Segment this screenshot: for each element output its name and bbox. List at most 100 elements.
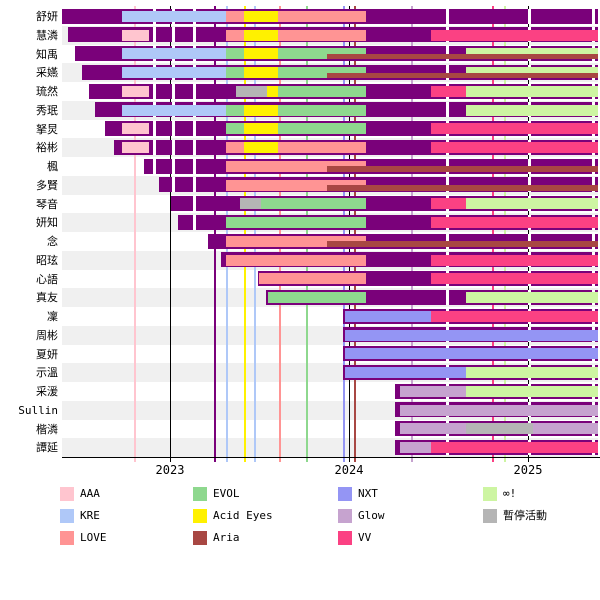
era-break [528,233,531,249]
era-break [153,139,156,155]
unit-segment-inf [466,292,598,303]
legend-swatch-glow [338,509,352,523]
legend-label-acid: Acid Eyes [213,509,273,522]
era-break [193,158,196,174]
legend-swatch-aria [193,531,207,545]
unit-segment-aria [327,185,598,191]
legend-swatch-kre [60,509,74,523]
member-label: 凜 [47,310,58,323]
legend-label-vv: VV [358,531,372,544]
unit-segment-evol [278,104,366,116]
unit-segment-evol [278,48,366,60]
unit-segment-aaa [122,29,149,41]
unit-segment-glow [533,423,598,435]
unit-segment-aria [327,53,598,60]
unit-segment-glow [400,385,466,397]
member-label: 琴音 [36,197,58,211]
unit-segment-evol [278,85,366,97]
member-label: 采湲 [36,385,58,398]
era-break [528,177,531,193]
member-label: 心語 [36,272,58,286]
era-break [446,177,449,193]
unit-segment-inf [466,367,598,378]
unit-segment-aaa [122,85,149,97]
member-label: 示溫 [36,366,58,380]
member-label: 裕彬 [36,141,58,155]
x-axis-line [62,457,600,458]
unit-segment-inf [466,198,598,210]
era-break [592,177,595,193]
era-break [193,83,196,99]
era-break [446,8,449,24]
unit-segment-evol [261,198,366,210]
member-label: 楷潾 [36,422,58,436]
unit-segment-vv [431,123,598,135]
member-label: 慧潾 [36,28,58,42]
legend-label-love: LOVE [80,531,107,544]
era-break [193,196,196,211]
unit-segment-vv [431,254,598,266]
unit-segment-evol [268,292,366,303]
unit-segment-kre [122,67,226,78]
unit-segment-nxt [345,367,466,378]
era-break [193,139,196,155]
unit-segment-love [259,273,366,285]
unit-segment-glow [400,442,431,453]
member-label: 多賢 [36,178,58,192]
legend-swatch-love [60,531,74,545]
member-label: 真友 [36,291,58,305]
legend-label-kre: KRE [80,509,100,522]
unit-segment-love [278,29,366,41]
unit-segment-love [226,235,366,247]
era-break [153,158,156,174]
unit-segment-aria [327,72,598,78]
unit-segment-nxt [345,310,431,322]
era-break [153,121,156,136]
era-break [193,177,196,193]
legend-label-hiatus: 暫停活動 [503,509,547,522]
legend-label-aaa: AAA [80,487,100,500]
era-break [172,158,175,174]
unit-segment-inf [466,104,598,116]
unit-segment-love [226,179,366,191]
unit-segment-kre [122,104,226,116]
member-label: 昭玹 [36,253,58,267]
unit-segment-love [226,10,244,22]
unit-segment-kre [122,48,226,60]
legend-swatch-aaa [60,487,74,501]
unit-segment-inf [466,385,598,397]
unit-segment-love [226,29,244,41]
x-axis-tick-label: 2024 [334,463,364,477]
unit-segment-vv [431,310,598,322]
unit-segment-love [226,254,366,266]
unit-segment-inf [466,85,598,97]
unit-segment-acid [244,10,278,22]
member-label: 舒妍 [36,10,58,23]
unit-segment-vv [431,198,466,210]
era-break [528,8,531,24]
unit-segment-aaa [122,142,149,153]
legend-label-nxt: NXT [358,487,378,500]
unit-segment-evol [278,123,366,135]
member-label: Sullin [18,403,58,417]
unit-segment-acid [267,85,278,97]
member-label: 知禹 [36,47,58,61]
legend-swatch-inf [483,487,497,501]
legend-label-aria: Aria [213,531,240,544]
unit-segment-vv [431,85,466,97]
unit-segment-vv [431,29,598,41]
member-label: 念 [47,235,58,248]
unit-segment-aria [327,241,598,247]
unit-segment-hiatus [236,85,267,97]
era-break [172,83,175,99]
era-break [446,46,449,61]
member-label: 周彬 [36,328,58,342]
era-break [592,233,595,249]
unit-segment-hiatus [240,198,261,210]
unit-segment-vv [431,273,598,285]
unit-segment-hiatus [466,423,533,435]
unit-segment-love [278,10,366,22]
unit-segment-aaa [122,123,149,135]
unit-segment-evol [278,67,366,78]
era-break [446,102,449,118]
